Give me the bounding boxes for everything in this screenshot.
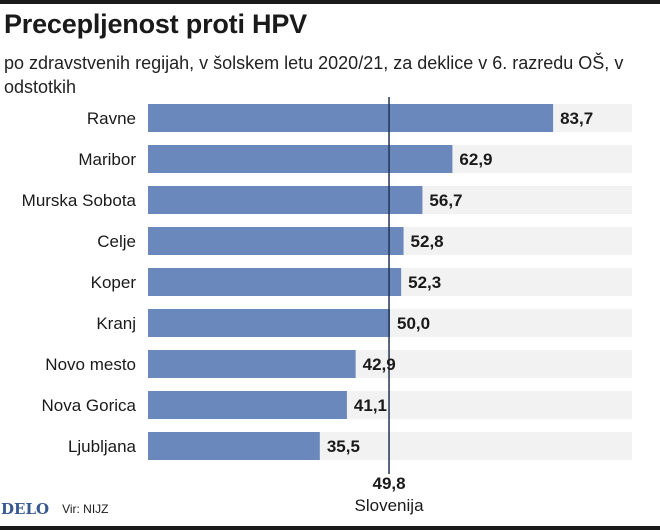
bar [148, 186, 423, 214]
delo-logo: DELO [1, 500, 50, 518]
bar [148, 309, 390, 337]
bar [148, 227, 404, 255]
bar [148, 350, 356, 378]
chart-subtitle: po zdravstvenih regijah, v šolskem letu … [4, 53, 624, 97]
value-label: 56,7 [429, 191, 462, 210]
bar [148, 391, 347, 419]
bar [148, 432, 320, 460]
value-label: 50,0 [397, 314, 430, 333]
category-label: Celje [97, 232, 136, 251]
category-label: Novo mesto [45, 355, 136, 374]
source-note: Vir: NIJZ [62, 502, 109, 516]
bottom-rule [0, 526, 660, 530]
value-label: 52,3 [408, 273, 441, 292]
category-label: Koper [91, 273, 137, 292]
bar [148, 145, 453, 173]
category-label: Maribor [78, 150, 136, 169]
value-label: 42,9 [363, 355, 396, 374]
category-label: Nova Gorica [42, 396, 137, 415]
category-label: Ravne [87, 109, 136, 128]
footer: DELO Vir: NIJZ [0, 498, 109, 520]
category-label: Ljubljana [68, 437, 137, 456]
reference-label: Slovenija [355, 496, 425, 515]
chart-title: Precepljenost proti HPV [4, 9, 307, 39]
value-label: 41,1 [354, 396, 387, 415]
reference-value-label: 49,8 [372, 474, 405, 493]
value-label: 52,8 [411, 232, 444, 251]
category-label: Kranj [96, 314, 136, 333]
value-label: 83,7 [560, 109, 593, 128]
category-label: Murska Sobota [22, 191, 137, 210]
value-label: 62,9 [459, 150, 492, 169]
bar [148, 104, 554, 132]
value-label: 35,5 [327, 437, 360, 456]
top-rule [0, 0, 660, 4]
bar [148, 268, 402, 296]
